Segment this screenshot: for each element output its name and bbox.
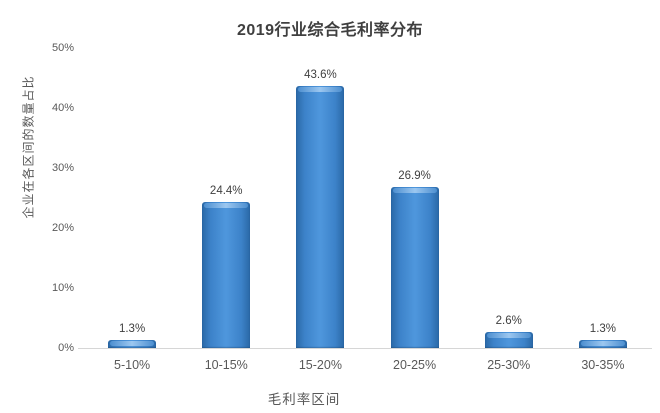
bar-group: 1.3% [556,48,650,348]
bar-value-label: 2.6% [495,315,522,328]
y-tick-label: 0% [58,342,74,354]
bar [484,332,533,348]
bar-value-label: 24.4% [209,184,243,197]
plot-area: 1.3% 24.4% 43.6% 26.9% 2.6% 1.3% [85,48,650,348]
bar-value-label: 1.3% [118,323,146,336]
bar-group: 24.4% [179,48,273,348]
x-category-label: 20-25% [393,358,437,372]
bar [390,186,439,348]
bar-value-label: 26.9% [398,169,431,182]
bar-group: 26.9% [368,48,462,348]
x-category-label: 30-35% [581,358,625,372]
x-category-label: 25-30% [487,358,531,372]
y-tick-label: 30% [51,162,74,174]
x-axis-line [78,348,652,349]
x-category-label: 5-10% [114,358,151,372]
x-category-label: 15-20% [298,358,342,372]
x-axis-title: 毛利率区间 [267,392,341,407]
bar [202,201,251,348]
y-tick-label: 40% [51,102,74,114]
y-tick-label: 20% [51,222,74,234]
bar [578,340,627,348]
bar-group: 43.6% [273,48,367,348]
bar [296,86,345,348]
bar-value-label: 43.6% [304,69,337,82]
bar [108,340,157,348]
x-category-label: 10-15% [204,358,248,372]
y-tick-label: 50% [51,42,74,54]
chart-title: 2019行业综合毛利率分布 [236,22,424,39]
bar-value-label: 1.3% [589,323,617,336]
y-axis-title: 企业在各区间的数量占比 [21,75,36,219]
y-tick-label: 10% [51,282,74,294]
bar-group: 1.3% [85,48,179,348]
bar-group: 2.6% [462,48,556,348]
